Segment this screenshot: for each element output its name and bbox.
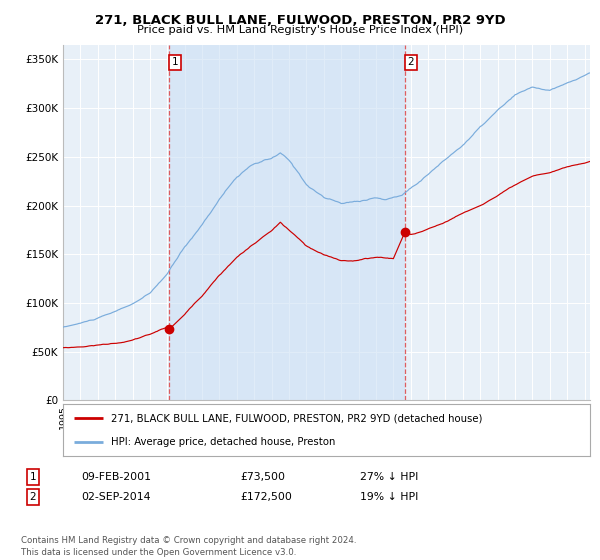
Text: 27% ↓ HPI: 27% ↓ HPI: [360, 472, 418, 482]
Text: 1: 1: [172, 58, 178, 67]
Text: 2: 2: [407, 58, 414, 67]
Text: £73,500: £73,500: [240, 472, 285, 482]
Text: Contains HM Land Registry data © Crown copyright and database right 2024.
This d: Contains HM Land Registry data © Crown c…: [21, 536, 356, 557]
Text: £172,500: £172,500: [240, 492, 292, 502]
Text: 2: 2: [29, 492, 37, 502]
Text: 271, BLACK BULL LANE, FULWOOD, PRESTON, PR2 9YD (detached house): 271, BLACK BULL LANE, FULWOOD, PRESTON, …: [112, 413, 483, 423]
Text: 02-SEP-2014: 02-SEP-2014: [81, 492, 151, 502]
Text: 19% ↓ HPI: 19% ↓ HPI: [360, 492, 418, 502]
Text: 271, BLACK BULL LANE, FULWOOD, PRESTON, PR2 9YD: 271, BLACK BULL LANE, FULWOOD, PRESTON, …: [95, 14, 505, 27]
Text: Price paid vs. HM Land Registry's House Price Index (HPI): Price paid vs. HM Land Registry's House …: [137, 25, 463, 35]
Text: 09-FEB-2001: 09-FEB-2001: [81, 472, 151, 482]
Text: HPI: Average price, detached house, Preston: HPI: Average price, detached house, Pres…: [112, 437, 336, 447]
Bar: [169, 45, 405, 400]
Text: 1: 1: [29, 472, 37, 482]
